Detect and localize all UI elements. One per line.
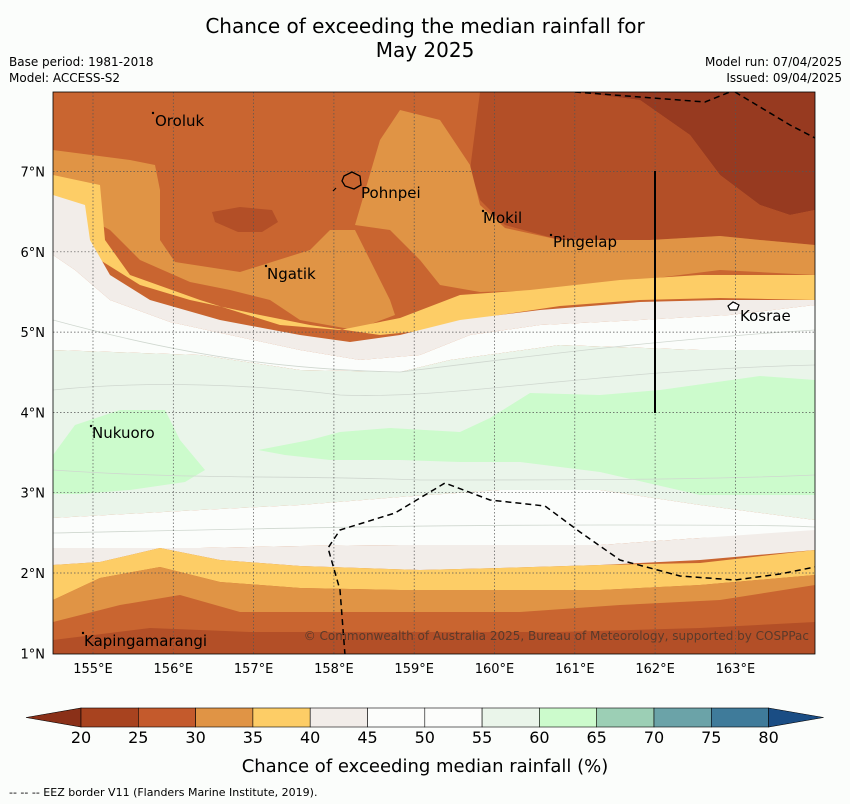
latitude-label: 1°N bbox=[21, 647, 46, 662]
longitude-label: 162°E bbox=[635, 662, 675, 677]
colorbar-segment bbox=[424, 707, 483, 728]
longitude-labels: 155°E 156°E 157°E 158°E 159°E 160°E 161°E 162°E… bbox=[73, 662, 755, 677]
kapingamarangi-marker bbox=[81, 631, 85, 635]
model-run: Model run: 07/04/2025 bbox=[704, 55, 842, 69]
latitude-label: 6°N bbox=[21, 246, 46, 261]
longitude-label: 155°E bbox=[73, 662, 113, 677]
colorbar-tick-label: 70 bbox=[643, 728, 665, 747]
contour-25-30-south bbox=[53, 622, 815, 654]
colorbar-segment bbox=[138, 707, 196, 728]
oroluk-marker bbox=[151, 111, 155, 115]
colorbar-tick-label: 50 bbox=[414, 728, 435, 747]
latitude-label: 7°N bbox=[21, 166, 46, 181]
pingelap-label: Pingelap bbox=[553, 233, 617, 251]
contour-45-50-south bbox=[53, 530, 815, 570]
ngatik-marker bbox=[264, 264, 268, 268]
place-labels: Oroluk Pohnpei Mokil Pingelap Ngatik Kos… bbox=[81, 111, 791, 650]
oroluk-label: Oroluk bbox=[155, 112, 204, 130]
latitude-labels: 7°N 6°N 5°N 4°N 3°N 2°N 1°N bbox=[21, 166, 46, 663]
mokil-marker bbox=[481, 209, 485, 213]
eez-footnote: -- -- -- EEZ border V11 (Flanders Marine… bbox=[9, 786, 318, 799]
colorbar-segment bbox=[710, 707, 769, 728]
colorbar-title: Chance of exceeding median rainfall (%) bbox=[241, 756, 609, 777]
contour-40-45 bbox=[53, 175, 815, 335]
colorbar-tick-label: 40 bbox=[300, 728, 321, 747]
issued-date: Issued: 09/04/2025 bbox=[726, 71, 842, 85]
colorbar-tick-label: 75 bbox=[701, 728, 722, 747]
longitude-label: 160°E bbox=[475, 662, 515, 677]
longitude-label: 159°E bbox=[394, 662, 434, 677]
colorbar-segment bbox=[481, 707, 540, 728]
colorbar-segment bbox=[596, 707, 655, 728]
contour-35-40-east bbox=[355, 110, 815, 292]
map-frame bbox=[52, 91, 816, 655]
pohnpei-island-outline bbox=[341, 171, 362, 190]
contour-60-65-west bbox=[53, 410, 205, 494]
contour-50-55 bbox=[53, 255, 815, 372]
kosrae-label: Kosrae bbox=[740, 307, 791, 325]
kapingamarangi-label: Kapingamarangi bbox=[84, 632, 207, 650]
map-title-line1: Chance of exceeding the median rainfall … bbox=[205, 14, 645, 38]
pingelap-marker bbox=[549, 233, 553, 237]
colorbar-tick-label: 30 bbox=[185, 728, 206, 747]
nukuoro-marker bbox=[89, 424, 93, 428]
latitude-label: 5°N bbox=[21, 326, 46, 341]
map-area: Oroluk Pohnpei Mokil Pingelap Ngatik Kos… bbox=[53, 92, 815, 654]
latitude-label: 4°N bbox=[21, 406, 46, 421]
mokil-label: Mokil bbox=[483, 209, 522, 227]
eez-border bbox=[327, 92, 815, 654]
colorbar-tick-label: 65 bbox=[586, 728, 607, 747]
longitude-label: 157°E bbox=[234, 662, 274, 677]
contour-45-50 bbox=[53, 195, 815, 360]
colorbar-segment bbox=[367, 707, 426, 728]
latitude-label: 2°N bbox=[21, 567, 46, 582]
colorbar-tick-label: 45 bbox=[357, 728, 378, 747]
colorbar-over-arrow bbox=[768, 707, 824, 728]
longitude-label: 156°E bbox=[154, 662, 194, 677]
colorbar-tick-label: 60 bbox=[529, 728, 550, 747]
colorbar-segment bbox=[252, 707, 311, 728]
contour-20-25 bbox=[575, 92, 815, 215]
colorbar-segment bbox=[653, 707, 712, 728]
longitude-label: 163°E bbox=[716, 662, 756, 677]
colorbar-under-arrow bbox=[25, 707, 82, 728]
colorbar-segment bbox=[195, 707, 254, 728]
pohnpei-label: Pohnpei bbox=[361, 184, 421, 202]
longitude-label: 161°E bbox=[555, 662, 595, 677]
contour-50-55-south bbox=[53, 490, 815, 548]
longitude-label: 158°E bbox=[314, 662, 354, 677]
model-name: Model: ACCESS-S2 bbox=[9, 71, 121, 85]
kosrae-island-outline bbox=[727, 301, 740, 311]
map-title-line2: May 2025 bbox=[375, 38, 475, 62]
contour-lines bbox=[53, 319, 815, 534]
colorbar-tick-label: 20 bbox=[70, 728, 92, 747]
nukuoro-label: Nukuoro bbox=[92, 424, 155, 442]
colorbar bbox=[25, 707, 824, 728]
base-period: Base period: 1981-2018 bbox=[9, 55, 154, 69]
ngatik-label: Ngatik bbox=[267, 265, 316, 283]
latitude-label: 3°N bbox=[21, 487, 46, 502]
contour-25-30-spot bbox=[212, 207, 278, 232]
contour-25-30-ne bbox=[470, 92, 815, 245]
colorbar-tick-label: 80 bbox=[758, 728, 779, 747]
contour-40-45-south bbox=[53, 548, 815, 600]
colorbar-tick-label: 55 bbox=[471, 728, 493, 747]
colorbar-segment bbox=[539, 707, 598, 728]
colorbar-segment bbox=[80, 707, 139, 728]
colorbar-tick-label: 35 bbox=[242, 728, 264, 747]
contour-35-40-west bbox=[53, 150, 395, 330]
contour-60-65-east bbox=[258, 376, 815, 495]
ant-atoll-mark bbox=[332, 187, 337, 192]
copyright-notice: © Commonwealth of Australia 2025, Bureau… bbox=[304, 629, 809, 643]
colorbar-tick-label: 25 bbox=[128, 728, 149, 747]
colorbar-segment bbox=[309, 707, 368, 728]
